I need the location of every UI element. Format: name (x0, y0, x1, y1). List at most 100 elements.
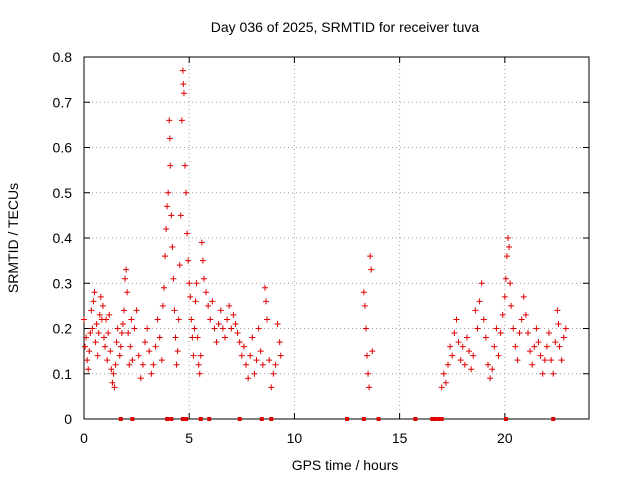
data-point (113, 339, 120, 346)
data-point (546, 330, 553, 337)
data-point (180, 90, 187, 97)
data-point (102, 343, 109, 350)
data-point (516, 330, 523, 337)
y-tick-label: 0.2 (53, 321, 73, 337)
zero-marker (439, 417, 444, 421)
y-tick-label: 0.3 (53, 275, 73, 291)
zero-marker (413, 417, 418, 421)
data-point (190, 352, 197, 359)
data-point (91, 289, 98, 296)
data-point (154, 316, 161, 323)
data-point (171, 307, 178, 314)
data-point (192, 298, 199, 305)
data-point (111, 384, 118, 391)
data-point (272, 361, 279, 368)
data-point (230, 311, 237, 318)
data-point (92, 339, 99, 346)
y-tick-label: 0.8 (53, 49, 73, 65)
data-point (529, 361, 536, 368)
data-point (550, 370, 557, 377)
data-point (100, 334, 107, 341)
data-point (167, 162, 174, 169)
data-point (268, 384, 275, 391)
data-point (117, 343, 124, 350)
data-point (88, 307, 95, 314)
data-point (243, 361, 250, 368)
data-point (361, 302, 368, 309)
data-point (213, 339, 220, 346)
data-point (99, 302, 106, 309)
data-point (116, 352, 123, 359)
data-point (94, 352, 101, 359)
data-point (504, 235, 511, 241)
data-point (255, 325, 262, 332)
x-tick-label: 15 (392, 430, 408, 446)
data-point (503, 253, 510, 260)
zero-marker (430, 417, 435, 421)
data-point (82, 343, 89, 350)
chart-title: Day 036 of 2025, SRMTID for receiver tuv… (211, 19, 480, 35)
data-point (174, 348, 181, 355)
data-point (489, 366, 496, 373)
data-point (144, 325, 151, 332)
data-point (164, 203, 171, 210)
data-point (183, 189, 190, 196)
data-point (555, 320, 562, 327)
zero-marker (259, 417, 264, 421)
data-point (468, 366, 475, 373)
data-point (105, 330, 112, 337)
data-point (249, 334, 256, 341)
zero-marker (118, 417, 123, 421)
data-point (449, 352, 456, 359)
data-point (445, 361, 452, 368)
data-point (131, 325, 138, 332)
data-point (266, 357, 273, 364)
data-point (96, 311, 103, 318)
data-point (168, 212, 175, 219)
data-point (251, 370, 258, 377)
y-tick-label: 0.6 (53, 140, 73, 156)
data-point (261, 284, 268, 291)
data-point (195, 361, 202, 368)
data-point (160, 284, 167, 291)
y-tick-label: 0 (64, 411, 72, 427)
data-point (85, 366, 92, 373)
data-point (245, 375, 252, 382)
data-point (209, 298, 216, 305)
data-point (114, 325, 121, 332)
data-point (106, 311, 113, 318)
data-point (107, 348, 114, 355)
data-point (240, 343, 247, 350)
data-point (207, 316, 214, 323)
data-point (110, 370, 117, 377)
data-point (177, 212, 184, 219)
data-point (184, 230, 191, 237)
zero-marker (361, 417, 366, 421)
data-point (478, 280, 485, 287)
data-point (165, 189, 172, 196)
data-point (234, 330, 241, 337)
data-point (362, 325, 369, 332)
zero-marker (169, 417, 174, 421)
data-point (152, 343, 159, 350)
data-point (554, 307, 561, 314)
data-point (499, 311, 506, 318)
zero-marker (207, 417, 212, 421)
data-point (89, 325, 96, 332)
data-point (552, 339, 559, 346)
data-point (365, 370, 372, 377)
data-point (482, 334, 489, 341)
data-point (133, 307, 140, 314)
data-point (507, 280, 514, 287)
data-point (502, 275, 509, 282)
y-tick-label: 0.5 (53, 185, 73, 201)
data-point (139, 361, 146, 368)
data-point (447, 343, 454, 350)
data-point (179, 67, 186, 74)
data-point (537, 352, 544, 359)
data-point (247, 352, 254, 359)
y-tick-label: 0.7 (53, 94, 73, 110)
data-point (187, 293, 194, 300)
data-point (487, 375, 494, 382)
